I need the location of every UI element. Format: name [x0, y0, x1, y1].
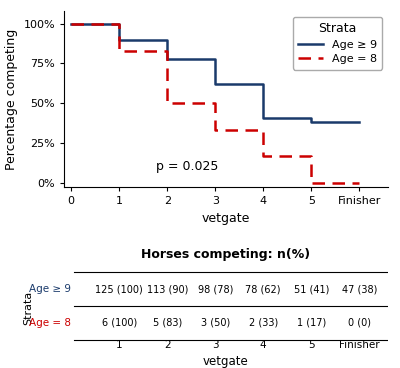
- Text: 4: 4: [260, 340, 266, 350]
- Text: Strata: Strata: [23, 290, 33, 325]
- Text: 98 (78): 98 (78): [198, 284, 233, 294]
- Text: 1 (17): 1 (17): [296, 318, 326, 328]
- Text: p = 0.025: p = 0.025: [156, 160, 218, 173]
- Text: Age = 8: Age = 8: [29, 318, 71, 328]
- Text: 113 (90): 113 (90): [146, 284, 188, 294]
- Text: Horses competing: n(%): Horses competing: n(%): [142, 248, 310, 261]
- Text: Finisher: Finisher: [339, 340, 380, 350]
- Text: 125 (100): 125 (100): [95, 284, 143, 294]
- Text: 1: 1: [116, 340, 122, 350]
- Text: 3: 3: [212, 340, 218, 350]
- Text: 3 (50): 3 (50): [200, 318, 230, 328]
- Text: 2 (33): 2 (33): [248, 318, 278, 328]
- Text: 78 (62): 78 (62): [246, 284, 281, 294]
- Y-axis label: Percentage competing: Percentage competing: [5, 29, 18, 170]
- Text: 0 (0): 0 (0): [348, 318, 371, 328]
- Text: 5 (83): 5 (83): [152, 318, 182, 328]
- Text: 2: 2: [164, 340, 170, 350]
- Text: 6 (100): 6 (100): [102, 318, 137, 328]
- Text: vetgate: vetgate: [203, 355, 249, 368]
- X-axis label: vetgate: vetgate: [202, 212, 250, 225]
- Legend: Age ≥ 9, Age = 8: Age ≥ 9, Age = 8: [293, 17, 382, 70]
- Text: Age ≥ 9: Age ≥ 9: [29, 284, 71, 294]
- Text: 47 (38): 47 (38): [342, 284, 377, 294]
- Text: 51 (41): 51 (41): [294, 284, 329, 294]
- Text: 5: 5: [308, 340, 314, 350]
